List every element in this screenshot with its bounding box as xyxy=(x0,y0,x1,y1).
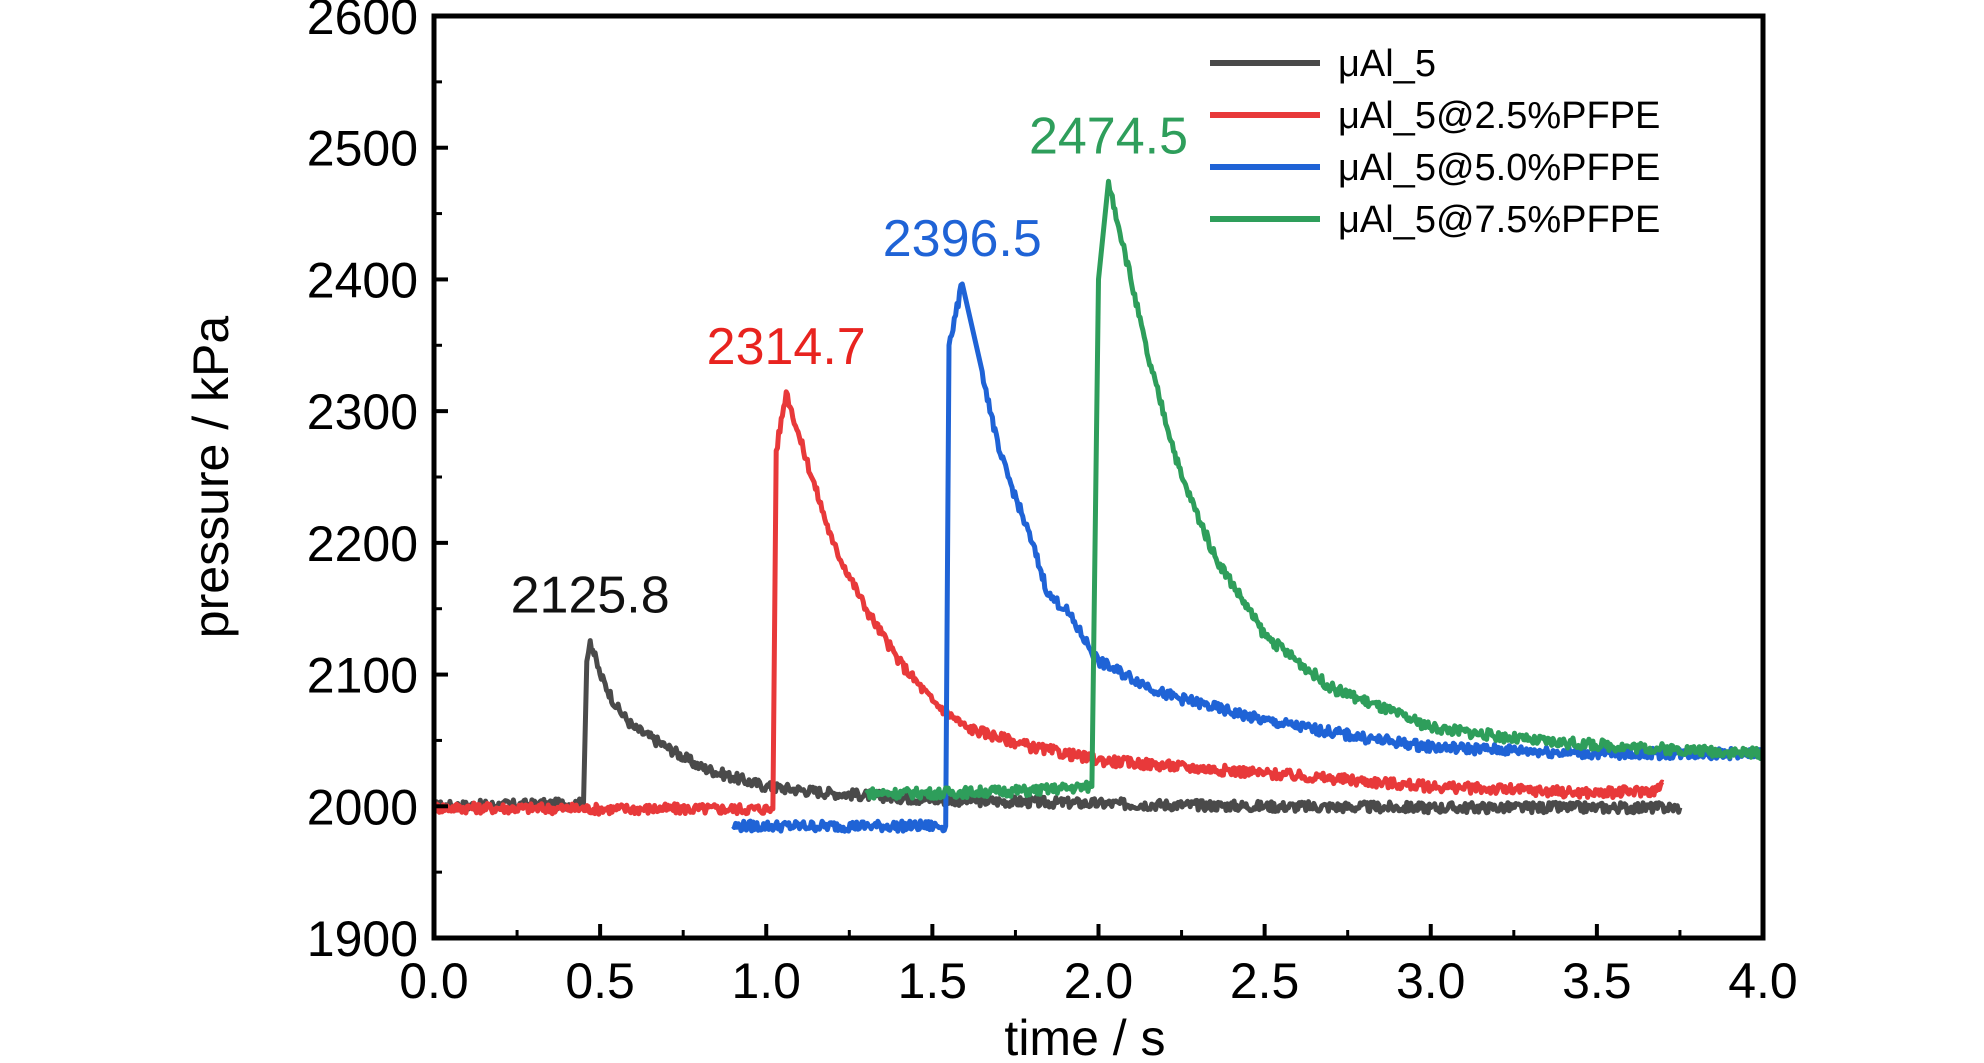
y-tick-label: 2600 xyxy=(307,0,418,45)
peak-value-label: 2125.8 xyxy=(511,567,670,625)
x-tick-label: 0.5 xyxy=(565,953,635,1009)
x-tick-label: 4.0 xyxy=(1728,953,1798,1009)
x-tick-label: 3.0 xyxy=(1396,953,1466,1009)
y-tick-label: 2200 xyxy=(307,516,418,572)
peak-value-label: 2396.5 xyxy=(883,210,1042,268)
x-tick-label: 3.5 xyxy=(1562,953,1632,1009)
y-tick-label: 2500 xyxy=(307,121,418,177)
x-tick-label: 1.5 xyxy=(898,953,968,1009)
series-line-4 xyxy=(864,178,1765,801)
x-tick-label: 2.0 xyxy=(1064,953,1134,1009)
legend-label: μAl_5 xyxy=(1338,43,1436,85)
x-tick-label: 1.0 xyxy=(731,953,801,1009)
y-tick-label: 1900 xyxy=(307,911,418,967)
y-tick-label: 2100 xyxy=(307,648,418,704)
y-tick-label: 2400 xyxy=(307,252,418,308)
series-layer xyxy=(431,178,1766,834)
legend-label: μAl_5@7.5%PFPE xyxy=(1338,199,1660,241)
x-tick-label: 0.0 xyxy=(399,953,469,1009)
x-tick-label: 2.5 xyxy=(1230,953,1300,1009)
ticks-layer: 0.0 0.5 1.0 1.5 2.0 2.5 3.0 3.5 4.0 1900 2000 2100 2… xyxy=(307,0,1798,1009)
peak-labels: 2125.8 2314.7 2396.5 2474.5 xyxy=(511,107,1188,624)
legend-box xyxy=(1205,35,1745,280)
y-tick-label: 2300 xyxy=(307,384,418,440)
y-tick-label: 2000 xyxy=(307,779,418,835)
series-line-2 xyxy=(431,389,1665,817)
legend-label: μAl_5@2.5%PFPE xyxy=(1338,95,1660,137)
legend-label: μAl_5@5.0%PFPE xyxy=(1338,147,1660,189)
legend: μAl_5 μAl_5@2.5%PFPE μAl_5@5.0%PFPE μAl_5@7… xyxy=(1205,35,1745,280)
y-axis-title: pressure / kPa xyxy=(183,316,239,639)
series-line-3 xyxy=(731,281,1766,834)
series-line-1 xyxy=(431,638,1683,816)
plot-frame xyxy=(431,13,1766,941)
peak-value-label: 2314.7 xyxy=(707,318,866,376)
peak-value-label: 2474.5 xyxy=(1029,107,1188,165)
x-axis-title: time / s xyxy=(1004,1010,1165,1063)
